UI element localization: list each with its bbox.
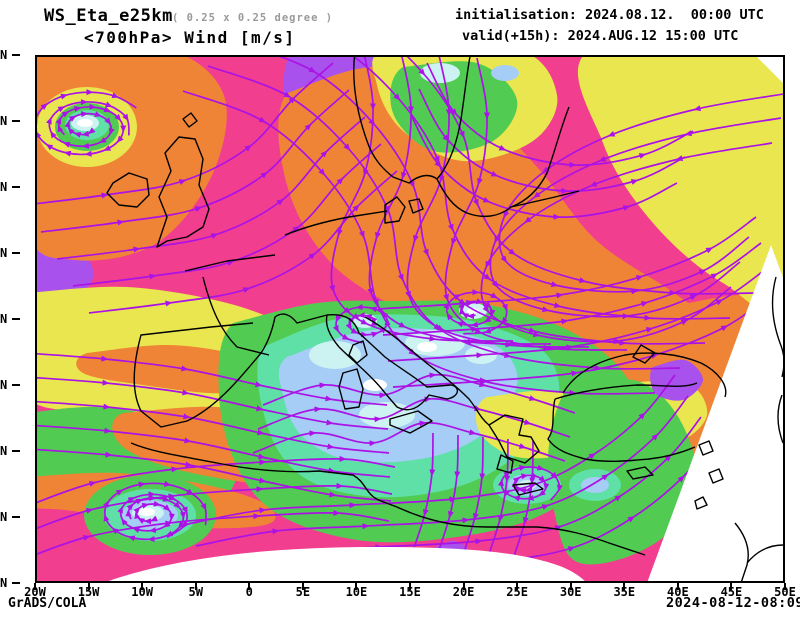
grads-credit: GrADS/COLA: [8, 596, 87, 611]
lat-tick-mark: [12, 120, 20, 122]
lat-tick-label: N: [0, 312, 8, 326]
lon-tick-mark: [248, 583, 251, 590]
lat-tick-label: N: [0, 48, 8, 62]
lon-tick-label: 50E: [774, 585, 796, 599]
lat-tick-mark: [12, 252, 20, 254]
lat-tick-label: N: [0, 246, 8, 260]
lat-tick-label: N: [0, 114, 8, 128]
lat-tick-mark: [12, 516, 20, 518]
lat-tick-mark: [12, 186, 20, 188]
lon-tick-label: 5E: [295, 585, 311, 599]
lat-tick-mark: [12, 384, 20, 386]
lon-tick-mark: [730, 583, 733, 590]
lat-tick-mark: [12, 582, 20, 584]
initialisation-time: initialisation: 2024.08.12. 00:00 UTC: [455, 7, 764, 23]
grid-resolution-note: ( 0.25 x 0.25 degree ): [172, 12, 334, 24]
streamlines: [35, 55, 785, 583]
lon-tick-label: 15W: [77, 585, 100, 599]
wind-streamline-map: [35, 55, 785, 583]
level-variable-title: <700hPa> Wind [m/s]: [84, 28, 296, 47]
lon-tick-label: 5W: [188, 585, 203, 599]
lon-tick-label: 20W: [24, 585, 46, 599]
lon-tick-mark: [462, 583, 465, 590]
map-frame: [35, 55, 785, 583]
lat-tick-mark: [12, 450, 20, 452]
lon-tick-label: 15E: [399, 585, 421, 599]
lon-tick-mark: [301, 583, 304, 590]
lon-tick-mark: [676, 583, 679, 590]
lon-tick-mark: [784, 583, 786, 590]
creation-timestamp: 2024-08-12-08:09: [666, 595, 800, 611]
lat-tick-mark: [12, 54, 20, 56]
map-border: [35, 55, 785, 583]
lat-tick-label: N: [0, 576, 8, 590]
lon-tick-label: 10W: [131, 585, 153, 599]
lon-tick-mark: [141, 583, 144, 590]
model-title: WS_Eta_e25km: [44, 6, 173, 26]
lon-tick-label: 0: [245, 585, 253, 599]
lon-tick-mark: [34, 583, 36, 590]
lon-tick-label: 10E: [345, 585, 368, 599]
lon-tick-mark: [194, 583, 197, 590]
lat-tick-label: N: [0, 378, 8, 392]
lat-tick-mark: [12, 318, 20, 320]
lon-tick-label: 30E: [559, 585, 582, 599]
lon-tick-label: 35E: [613, 585, 636, 599]
lat-tick-label: N: [0, 510, 8, 524]
lon-tick-mark: [516, 583, 519, 590]
lon-tick-mark: [623, 583, 626, 590]
lon-tick-mark: [409, 583, 411, 590]
lon-tick-mark: [355, 583, 358, 590]
lat-tick-label: N: [0, 180, 8, 194]
lon-tick-label: 45E: [720, 585, 743, 599]
lon-tick-mark: [569, 583, 572, 590]
valid-time: valid(+15h): 2024.AUG.12 15:00 UTC: [462, 28, 739, 44]
lon-tick-label: 40E: [667, 585, 689, 599]
lon-tick-label: 25E: [506, 585, 528, 599]
lat-tick-label: N: [0, 444, 8, 458]
lon-tick-mark: [87, 583, 90, 590]
no-data-mask: [103, 55, 785, 583]
lon-tick-label: 20E: [452, 585, 475, 599]
